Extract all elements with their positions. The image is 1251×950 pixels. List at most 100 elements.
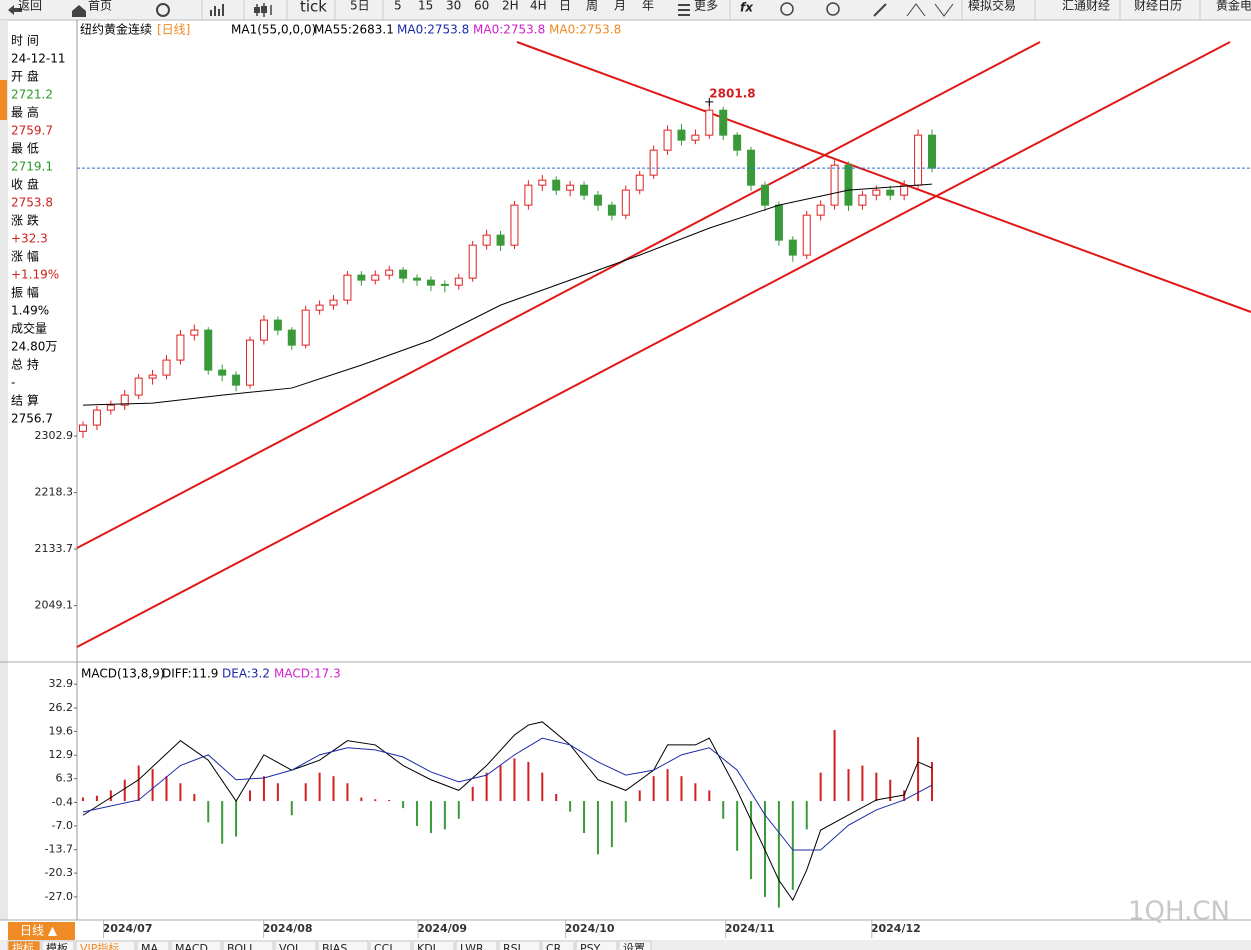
tab-label[interactable]: PSY [580, 942, 601, 950]
tab[interactable] [222, 940, 274, 950]
toolbar-button[interactable]: 5 [394, 0, 402, 13]
tab[interactable] [541, 940, 575, 950]
candle-body [399, 269, 408, 279]
tab[interactable] [412, 940, 455, 950]
macd-bar [833, 730, 836, 802]
period-button[interactable] [8, 922, 75, 940]
tab-label[interactable]: 模板 [46, 941, 68, 950]
pen-icon[interactable] [873, 3, 887, 17]
toolbar-button[interactable]: 4H [530, 0, 547, 13]
more-icon[interactable] [678, 4, 690, 16]
tab-label[interactable]: 设置 [623, 942, 645, 950]
instrument-name: 纽约黄金连续 [80, 22, 152, 37]
back-icon[interactable] [8, 5, 22, 15]
toolbar-button[interactable]: tick [300, 0, 327, 16]
info-value: 2753.8 [11, 196, 53, 210]
tab[interactable] [75, 940, 136, 950]
tab[interactable] [618, 940, 652, 950]
tab-label[interactable]: 指标 [12, 941, 34, 950]
candle-body [760, 184, 769, 206]
macd-bar [207, 801, 210, 823]
tab-label[interactable]: BOLL [227, 942, 256, 950]
toolbar-button[interactable]: 月 [614, 0, 626, 13]
toolbar-button[interactable]: 汇通财经 [1062, 0, 1110, 13]
macd-value: MACD:17.3 [274, 667, 341, 681]
tab[interactable] [575, 940, 618, 950]
candle-body [426, 279, 435, 286]
macd-bar [499, 765, 502, 802]
tab-label[interactable]: VOL [279, 942, 302, 950]
tab[interactable] [136, 940, 170, 950]
toolbar-button[interactable]: 模拟交易 [968, 0, 1016, 13]
candle-body [830, 164, 839, 206]
tab[interactable] [41, 940, 75, 950]
tab-label[interactable]: MACD [175, 942, 208, 950]
info-label: 时 间 [11, 34, 39, 48]
y-tick-label: -0.4 [52, 795, 73, 808]
toolbar-button[interactable]: 5日 [350, 0, 370, 13]
toolbar-button[interactable]: 30 [446, 0, 461, 13]
candle-body [914, 134, 923, 186]
peak-marker [705, 97, 714, 106]
tab[interactable] [498, 940, 541, 950]
x-tick-label: 2024/07 [103, 922, 153, 935]
tab-label[interactable]: RSI [503, 942, 521, 950]
toolbar-button[interactable]: 日 [559, 0, 571, 13]
toolbar-button[interactable]: 更多 [694, 0, 718, 13]
period-button-label[interactable]: 日线 ▲ [20, 924, 58, 938]
tab-label[interactable]: KDJ [417, 942, 436, 950]
toolbar-button[interactable]: 60 [474, 0, 489, 13]
toolbar-button[interactable]: 财经日历 [1134, 0, 1182, 13]
macd-bar [151, 769, 154, 802]
candle-body [566, 184, 575, 191]
toolbar-button[interactable]: 15 [418, 0, 433, 13]
macd-bar [276, 783, 279, 802]
info-value: 2719.1 [11, 160, 53, 174]
candle-body [148, 374, 157, 379]
tab[interactable] [369, 940, 412, 950]
home-icon[interactable] [72, 5, 86, 17]
tab[interactable] [317, 940, 369, 950]
toolbar-button[interactable]: 2H [502, 0, 519, 13]
up-icon[interactable] [906, 3, 926, 17]
zoom-out-icon[interactable] [780, 2, 794, 16]
macd-bar [541, 772, 544, 802]
tab[interactable] [7, 940, 41, 950]
toolbar-button[interactable]: fx [740, 1, 754, 15]
tab-label[interactable]: VIP指标 [80, 941, 119, 950]
tab-label[interactable]: MA [141, 942, 158, 950]
toolbar-button[interactable]: 首页 [88, 0, 112, 13]
candle-body [106, 404, 115, 411]
info-value: +1.19% [11, 268, 59, 282]
info-label: 涨 幅 [11, 249, 39, 264]
macd-bar [123, 779, 126, 802]
zoom-in-icon[interactable] [826, 2, 840, 16]
candle-body [287, 329, 296, 346]
toolbar-button[interactable]: 年 [642, 0, 654, 13]
candle-body [273, 319, 282, 331]
toolbar-button[interactable]: 黄金电 [1216, 0, 1251, 13]
tab-label[interactable]: CR [546, 942, 562, 950]
refresh-icon[interactable] [156, 3, 170, 17]
dif-line [82, 721, 933, 902]
tab[interactable] [170, 940, 222, 950]
candle-icon-body [261, 6, 267, 13]
ma0-value: MA0:2753.8 [397, 23, 469, 37]
tab[interactable] [455, 940, 498, 950]
y-tick-label: 6.3 [56, 772, 74, 785]
tab-label[interactable]: LWR [460, 942, 484, 950]
info-label: 涨 跌 [11, 213, 39, 228]
macd-bar [429, 801, 432, 833]
chart-icon[interactable] [210, 4, 224, 16]
side-tab-active[interactable] [0, 80, 7, 120]
toolbar-button[interactable]: 周 [586, 0, 598, 13]
tab[interactable] [274, 940, 317, 950]
tab-label[interactable]: BIAS [322, 942, 347, 950]
y-tick-label: 2218.3 [35, 486, 74, 499]
y-tick-label: 2302.9 [35, 429, 74, 442]
down-icon[interactable] [934, 3, 954, 17]
tab-label[interactable]: CCI [374, 942, 393, 950]
info-value: 24-12-11 [11, 52, 65, 66]
toolbar-button[interactable]: 返回 [18, 0, 42, 13]
trend-line [76, 41, 1041, 549]
